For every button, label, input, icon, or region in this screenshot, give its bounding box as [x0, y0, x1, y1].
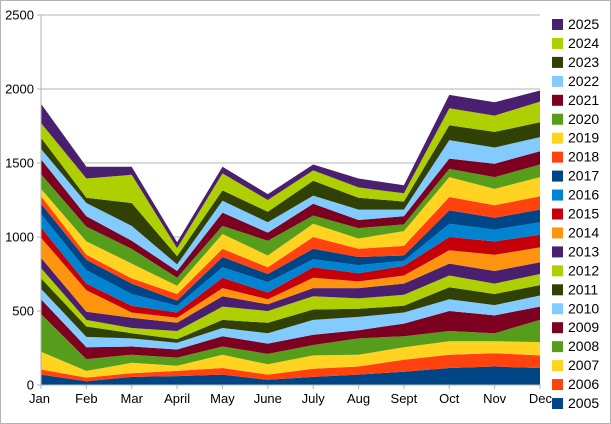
- legend-swatch-2022: [552, 75, 563, 87]
- y-axis-label-1500: 1500: [5, 156, 34, 171]
- y-axis-label-0: 0: [27, 378, 34, 393]
- legend-label-2019: 2019: [568, 130, 599, 146]
- y-axis-label-2500: 2500: [5, 8, 34, 23]
- legend-item-2019: 2019: [552, 130, 599, 146]
- legend-label-2020: 2020: [568, 111, 599, 127]
- legend-swatch-2005: [552, 398, 563, 409]
- area-series-2019: [41, 177, 540, 294]
- legend-swatch-2020: [552, 113, 563, 125]
- y-axis-label-1000: 1000: [5, 230, 34, 245]
- legend-swatch-2010: [552, 303, 563, 315]
- legend-item-2016: 2016: [552, 187, 599, 203]
- legend-label-2013: 2013: [568, 243, 599, 259]
- x-axis-label-Feb: Feb: [75, 391, 97, 406]
- legend-item-2022: 2022: [552, 73, 599, 89]
- legend-item-2023: 2023: [552, 54, 599, 70]
- legend-item-2009: 2009: [552, 319, 599, 335]
- area-series-2010: [41, 288, 540, 350]
- area-series-2021: [41, 151, 540, 278]
- x-axis-label-Sept: Sept: [391, 391, 418, 406]
- legend-swatch-2009: [552, 322, 563, 334]
- legend-label-2021: 2021: [568, 92, 599, 108]
- x-axis-label-June: June: [254, 391, 282, 406]
- area-series-2022: [41, 137, 540, 271]
- x-axis-label-Aug: Aug: [347, 391, 370, 406]
- legend-item-2017: 2017: [552, 168, 599, 184]
- x-axis-label-April: April: [164, 391, 190, 406]
- legend-swatch-2008: [552, 341, 563, 353]
- x-axis-label-Dec: Dec: [529, 391, 553, 406]
- x-axis-label-Mar: Mar: [121, 391, 144, 406]
- legend-label-2007: 2007: [568, 357, 599, 373]
- legend-label-2005: 2005: [568, 395, 599, 411]
- area-series-2009: [41, 299, 540, 360]
- x-axis-label-Jan: Jan: [29, 391, 50, 406]
- legend-label-2011: 2011: [568, 281, 598, 297]
- legend-label-2018: 2018: [568, 149, 599, 165]
- legend-item-2020: 2020: [552, 111, 599, 127]
- legend-swatch-2019: [552, 132, 563, 144]
- legend-label-2025: 2025: [568, 16, 599, 32]
- legend-label-2010: 2010: [568, 300, 599, 316]
- legend-label-2024: 2024: [568, 35, 599, 51]
- legend-label-2014: 2014: [568, 224, 599, 240]
- legend-item-2011: 2011: [552, 281, 598, 297]
- legend-swatch-2006: [552, 379, 563, 391]
- legend-label-2012: 2012: [568, 262, 599, 278]
- area-series-2018: [41, 196, 540, 301]
- y-axis-label-500: 500: [12, 304, 34, 319]
- legend-swatch-2017: [552, 170, 563, 182]
- legend-item-2013: 2013: [552, 243, 599, 259]
- legend-item-2008: 2008: [552, 338, 599, 354]
- area-series-2008: [41, 314, 540, 371]
- legend-item-2018: 2018: [552, 149, 599, 165]
- legend-swatch-2021: [552, 94, 563, 106]
- area-series-2006: [41, 353, 540, 382]
- legend-item-2005: 2005: [552, 395, 599, 411]
- legend-item-2010: 2010: [552, 300, 599, 316]
- area-series-2023: [41, 122, 540, 265]
- legend-swatch-2025: [552, 19, 563, 30]
- legend-label-2016: 2016: [568, 187, 599, 203]
- legend-swatch-2023: [552, 56, 563, 68]
- legend-item-2007: 2007: [552, 357, 599, 373]
- area-series-2025: [41, 90, 540, 249]
- legend-swatch-2015: [552, 208, 563, 220]
- legend-swatch-2013: [552, 246, 563, 258]
- legend-label-2022: 2022: [568, 73, 599, 89]
- area-series-2020: [41, 164, 540, 286]
- area-series-2005: [41, 366, 540, 385]
- x-axis-label-July: July: [302, 391, 326, 406]
- legend-item-2006: 2006: [552, 376, 599, 392]
- x-axis-label-Oct: Oct: [439, 391, 460, 406]
- legend-swatch-2007: [552, 360, 563, 372]
- legend-swatch-2024: [552, 37, 563, 49]
- legend-item-2025: 2025: [552, 16, 599, 32]
- legend-label-2006: 2006: [568, 376, 599, 392]
- legend-item-2021: 2021: [552, 92, 599, 108]
- legend-label-2009: 2009: [568, 319, 599, 335]
- legend-item-2012: 2012: [552, 262, 599, 278]
- legend-label-2008: 2008: [568, 338, 599, 354]
- area-series-2011: [41, 278, 540, 343]
- legend-item-2014: 2014: [552, 224, 599, 240]
- legend-swatch-2012: [552, 265, 563, 277]
- legend-swatch-2016: [552, 189, 563, 201]
- legend-item-2024: 2024: [552, 35, 599, 51]
- legend-label-2015: 2015: [568, 206, 599, 222]
- legend-swatch-2014: [552, 227, 563, 239]
- x-axis-label-Nov: Nov: [483, 391, 507, 406]
- area-series-2007: [41, 341, 540, 378]
- area-series-2024: [41, 101, 540, 257]
- legend-swatch-2011: [552, 284, 563, 296]
- y-axis-label-2000: 2000: [5, 82, 34, 97]
- legend-swatch-2018: [552, 151, 563, 163]
- legend-label-2023: 2023: [568, 54, 599, 70]
- x-axis-label-May: May: [210, 391, 235, 406]
- legend-item-2015: 2015: [552, 206, 599, 222]
- legend-label-2017: 2017: [568, 168, 599, 184]
